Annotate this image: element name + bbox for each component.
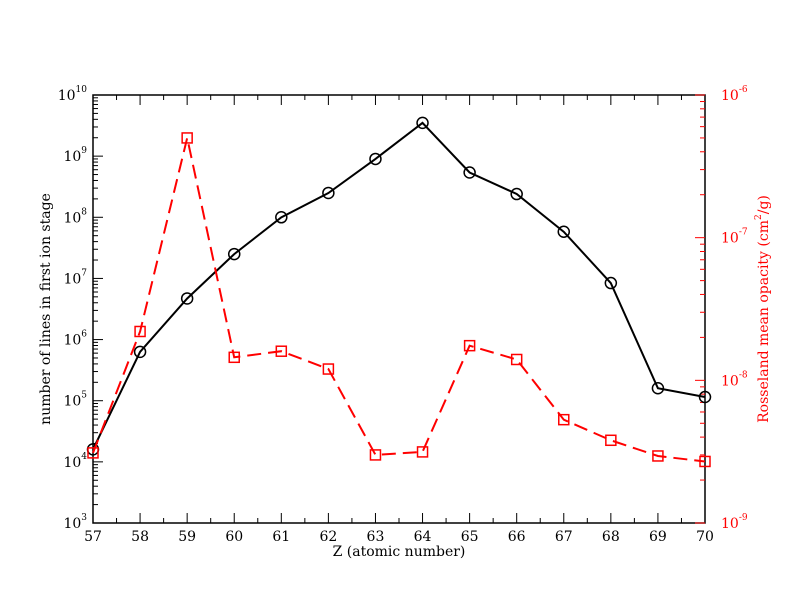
data-point-square [652,450,664,462]
data-point-square [134,325,146,338]
x-tick-label: 69 [649,529,667,545]
y-left-tick-label: 1010 [58,85,88,104]
data-point-circle [180,292,194,305]
y-right-axis-label-suffix: /g) [756,195,772,214]
data-point-circle [275,211,288,224]
data-point-circle [227,247,241,261]
data-point-circle [510,187,523,201]
x-tick-labels: 57 58 59 60 61 62 63 64 65 66 67 68 69 70 [84,529,714,545]
data-point-square [463,339,476,352]
x-tick-label: 67 [555,529,573,545]
series-opacity [87,132,711,468]
x-tick-label: 59 [178,529,196,545]
data-point-circle [604,276,618,290]
data-point-circle [369,152,382,166]
series-line [92,137,706,463]
data-point-square [181,132,193,144]
x-tick-label: 64 [414,529,432,545]
y-right-tick-labels: 10-9 10-8 10-7 10-6 [721,85,748,532]
x-tick-label: 62 [319,529,337,545]
data-point-circle [557,225,571,239]
x-tick-label: 58 [131,529,149,545]
data-point-circle [416,116,429,130]
x-tick-label: 68 [602,529,620,545]
y-left-tick-label: 105 [63,391,87,410]
y-right-tick-label: 10-8 [721,370,748,389]
data-point-square [275,345,288,357]
y-left-tick-label: 107 [63,268,87,287]
y-right-tick-label: 10-7 [721,228,748,247]
axis-ticks [92,94,706,524]
data-point-square [510,353,523,366]
series-line-count [86,116,712,456]
plot-frame [92,94,706,524]
x-tick-label: 57 [84,529,102,545]
x-tick-label: 61 [272,529,290,545]
x-axis-label: Z (atomic number) [333,544,466,560]
y-left-tick-label: 103 [63,513,87,532]
data-point-square [558,413,570,426]
x-tick-label: 63 [367,529,385,545]
x-tick-label: 65 [461,529,479,545]
y-left-tick-label: 108 [63,207,87,226]
data-point-circle [651,381,665,395]
y-left-tick-label: 109 [63,146,87,165]
data-point-square [322,363,335,375]
y-left-tick-label: 106 [63,330,87,349]
data-point-square [228,351,240,364]
data-point-circle [463,166,476,179]
data-point-circle [698,390,712,404]
data-point-square [605,434,617,447]
y-right-axis-label-prefix: Rosseland mean opacity (cm [756,220,772,423]
x-tick-label: 70 [696,529,714,545]
data-point-square [699,455,711,468]
data-point-square [416,446,429,458]
y-right-tick-label: 10-9 [721,513,748,532]
x-tick-label: 60 [225,529,243,545]
data-point-square [87,447,99,459]
data-point-square [369,449,382,461]
y-left-tick-labels: 103 104 105 106 107 108 109 1010 [58,85,88,532]
data-point-circle [322,186,335,200]
y-right-axis-label: Rosseland mean opacity (cm2/g) [754,195,772,423]
y-left-tick-label: 104 [63,452,87,471]
data-point-circle [133,345,147,359]
series-line [92,121,706,450]
x-tick-label: 66 [508,529,526,545]
y-left-axis-label: number of lines in first ion stage [38,193,54,425]
y-right-tick-label: 10-6 [721,85,748,104]
y-right-axis-label-sup: 2 [754,214,764,220]
series-layer [86,116,712,468]
